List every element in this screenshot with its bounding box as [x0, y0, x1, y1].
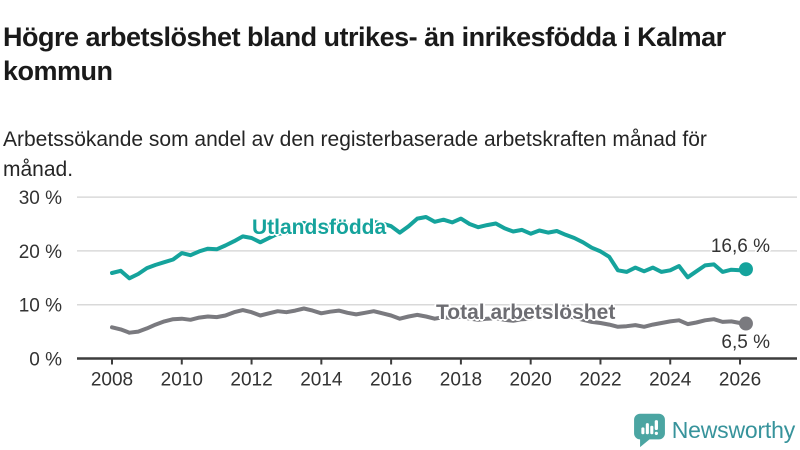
end-value-utlandsfodda: 16,6 % — [710, 236, 770, 257]
svg-text:2016: 2016 — [370, 370, 412, 391]
svg-text:30 %: 30 % — [19, 190, 62, 209]
svg-text:2012: 2012 — [230, 370, 272, 391]
svg-text:2008: 2008 — [91, 370, 133, 391]
svg-text:2014: 2014 — [300, 370, 343, 391]
chart-subtitle: Arbetssökande som andel av den registerb… — [3, 128, 707, 181]
page-title: Högre arbetslöshet bland utrikes- än inr… — [3, 22, 726, 87]
svg-text:2010: 2010 — [161, 370, 203, 391]
svg-text:20 %: 20 % — [19, 242, 62, 263]
svg-text:2026: 2026 — [719, 370, 761, 391]
line-chart: 0 % 10 % 20 % 30 % 2008 2010 2012 2014 2016 2018 2… — [19, 190, 797, 391]
svg-text:2022: 2022 — [579, 370, 621, 391]
brand-footer: Newsworthy — [633, 412, 795, 448]
svg-text:2018: 2018 — [440, 370, 482, 391]
series-label-total-arbetsloshet: Total arbetslöshet — [436, 301, 616, 324]
svg-text:2024: 2024 — [649, 370, 692, 391]
series-label-utlandsfodda: Utlandsfödda — [252, 216, 387, 239]
svg-text:10 %: 10 % — [19, 296, 62, 317]
svg-text:2020: 2020 — [510, 370, 552, 391]
end-value-total-arbetsloshet: 6,5 % — [721, 332, 770, 353]
newsworthy-logo-icon — [633, 413, 665, 448]
svg-text:0 %: 0 % — [29, 350, 62, 371]
brand-name: Newsworthy — [671, 416, 795, 443]
